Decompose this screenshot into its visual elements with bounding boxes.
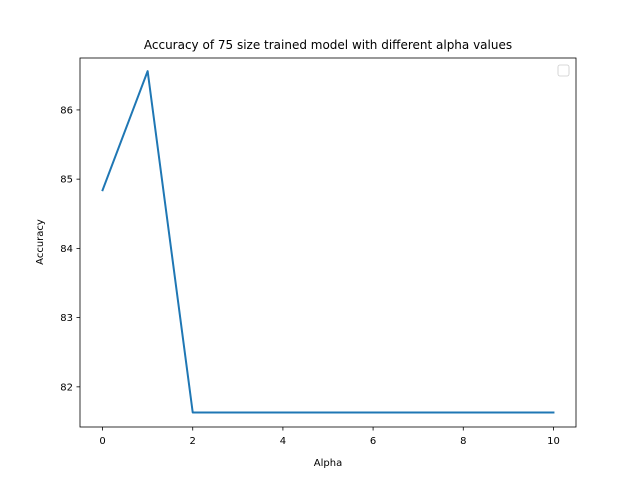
y-tick-label: 85 <box>60 175 73 186</box>
x-tick-label: 8 <box>460 436 466 447</box>
chart-title: Accuracy of 75 size trained model with d… <box>144 38 512 52</box>
y-axis-title: Accuracy <box>35 219 46 265</box>
x-axis-title: Alpha <box>314 458 342 469</box>
x-tick-label: 4 <box>280 436 286 447</box>
x-tick-label: 10 <box>547 436 560 447</box>
x-tick-label: 0 <box>99 436 105 447</box>
legend-box <box>557 64 570 77</box>
y-tick-label: 86 <box>60 105 73 116</box>
x-tick-label: 2 <box>190 436 196 447</box>
y-tick-label: 84 <box>60 244 73 255</box>
y-tick-label: 82 <box>60 382 73 393</box>
y-tick-label: 83 <box>60 313 73 324</box>
series-line-0 <box>101 70 555 414</box>
plot-frame <box>79 57 577 428</box>
x-tick-label: 6 <box>370 436 376 447</box>
